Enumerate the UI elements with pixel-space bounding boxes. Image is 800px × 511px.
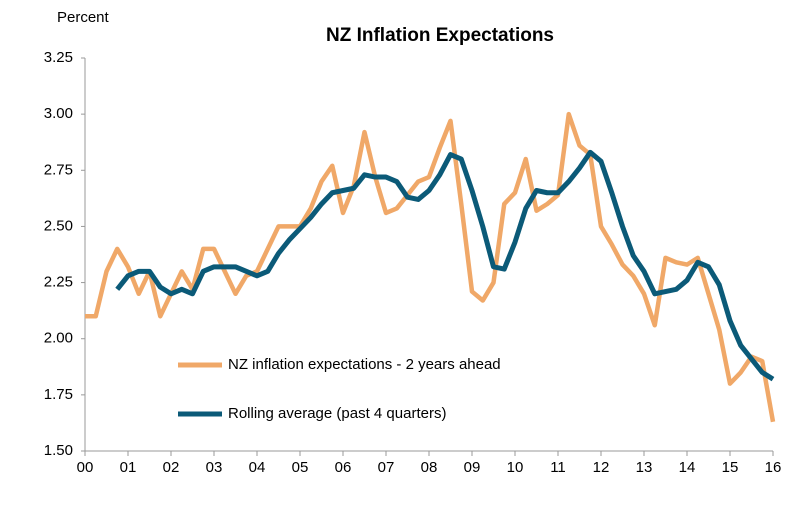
- y-axis-label: Percent: [57, 9, 110, 26]
- x-tick-label: 12: [593, 459, 610, 476]
- x-tick-label: 00: [77, 459, 94, 476]
- x-tick-label: 03: [206, 459, 223, 476]
- line-series: [115, 149, 775, 382]
- x-tick-label: 16: [765, 459, 782, 476]
- x-tick-label: 02: [163, 459, 180, 476]
- y-tick-label: 1.75: [44, 386, 73, 403]
- chart-title: NZ Inflation Expectations: [326, 25, 554, 46]
- x-tick-label: 06: [335, 459, 352, 476]
- line-series: [85, 111, 776, 423]
- x-tick-label: 09: [464, 459, 481, 476]
- legend-label: NZ inflation expectations - 2 years ahea…: [228, 356, 501, 373]
- x-tick-label: 10: [507, 459, 524, 476]
- y-tick-label: 2.75: [44, 161, 73, 178]
- legend-label: Rolling average (past 4 quarters): [228, 405, 446, 422]
- y-tick-label: 3.00: [44, 105, 73, 122]
- x-tick-label: 04: [249, 459, 266, 476]
- x-tick-label: 07: [378, 459, 395, 476]
- x-tick-label: 13: [636, 459, 653, 476]
- x-tick-label: 14: [679, 459, 696, 476]
- x-tick-label: 05: [292, 459, 309, 476]
- y-tick-label: 2.25: [44, 274, 73, 291]
- y-tick-label: 3.25: [44, 49, 73, 66]
- y-tick-label: 1.50: [44, 442, 73, 459]
- y-tick-label: 2.00: [44, 330, 73, 347]
- x-tick-label: 08: [421, 459, 438, 476]
- x-tick-label: 15: [722, 459, 739, 476]
- x-tick-label: 11: [550, 459, 566, 476]
- x-tick-label: 01: [120, 459, 137, 476]
- y-tick-label: 2.50: [44, 217, 73, 234]
